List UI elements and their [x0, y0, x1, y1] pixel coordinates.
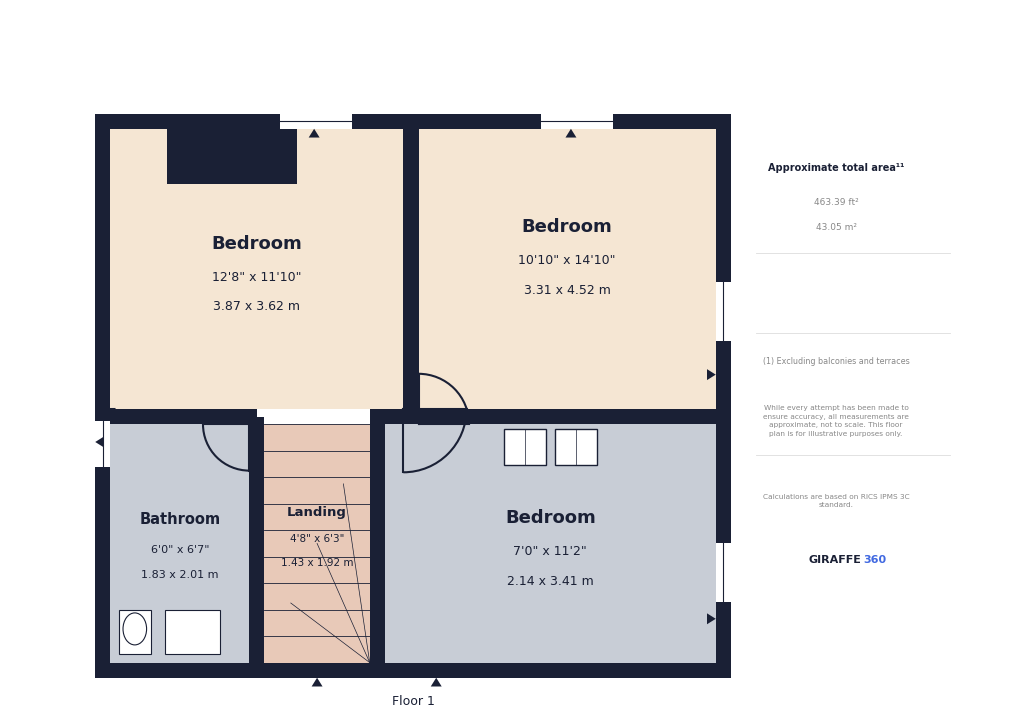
Text: GIRAFFE: GIRAFFE	[809, 555, 861, 565]
Text: 4'8" x 6'3": 4'8" x 6'3"	[290, 534, 344, 544]
Bar	[419, 129, 716, 409]
Text: (1) Excluding balconies and terraces: (1) Excluding balconies and terraces	[763, 358, 909, 366]
Bar	[370, 409, 385, 678]
Text: 3.31 x 4.52 m: 3.31 x 4.52 m	[523, 284, 610, 297]
Text: While every attempt has been made to
ensure accuracy, all measurements are
appro: While every attempt has been made to ens…	[763, 405, 909, 437]
Bar	[281, 114, 352, 129]
Text: 12'8" x 11'10": 12'8" x 11'10"	[212, 271, 302, 284]
Polygon shape	[707, 613, 716, 624]
Text: 2.14 x 3.41 m: 2.14 x 3.41 m	[507, 575, 594, 588]
Bar	[542, 114, 613, 129]
Text: Landing: Landing	[287, 506, 347, 519]
Polygon shape	[95, 437, 104, 447]
Text: Calculations are based on RICS IPMS 3C
standard.: Calculations are based on RICS IPMS 3C s…	[763, 494, 909, 508]
Polygon shape	[311, 678, 323, 686]
Text: Bedroom: Bedroom	[505, 509, 596, 527]
Bar	[95, 421, 111, 467]
Text: 43.05 m²: 43.05 m²	[816, 223, 857, 232]
Polygon shape	[104, 408, 116, 417]
Ellipse shape	[123, 613, 146, 645]
Bar	[555, 429, 597, 465]
Bar	[111, 424, 249, 662]
Polygon shape	[308, 129, 319, 138]
Polygon shape	[244, 416, 255, 424]
Text: 1.43 x 1.92 m: 1.43 x 1.92 m	[281, 557, 353, 568]
Bar	[111, 129, 403, 409]
Bar	[716, 114, 731, 678]
Text: 3.87 x 3.62 m: 3.87 x 3.62 m	[213, 300, 300, 313]
Bar	[95, 114, 111, 678]
Bar	[385, 424, 716, 662]
Polygon shape	[565, 129, 577, 138]
Polygon shape	[431, 678, 441, 686]
Polygon shape	[406, 129, 417, 138]
Bar	[167, 129, 297, 183]
Bar	[95, 662, 731, 678]
Polygon shape	[379, 416, 390, 424]
Bar	[716, 543, 731, 602]
Bar	[716, 282, 731, 341]
Text: Bedroom: Bedroom	[522, 218, 612, 236]
Text: 1.83 x 2.01 m: 1.83 x 2.01 m	[141, 571, 218, 581]
Bar	[403, 129, 419, 424]
Bar	[264, 424, 370, 662]
Bar	[111, 409, 257, 424]
Text: 360: 360	[863, 555, 886, 565]
Bar	[119, 610, 151, 654]
Text: 7'0" x 11'2": 7'0" x 11'2"	[513, 545, 587, 558]
Text: Bedroom: Bedroom	[212, 235, 302, 253]
Bar	[377, 409, 723, 424]
Bar	[95, 114, 731, 129]
Text: 463.39 ft²: 463.39 ft²	[814, 198, 858, 206]
Text: Approximate total area¹¹: Approximate total area¹¹	[768, 164, 904, 173]
Text: 6'0" x 6'7": 6'0" x 6'7"	[151, 545, 209, 555]
Bar	[165, 610, 220, 654]
Text: Bathroom: Bathroom	[139, 513, 220, 527]
Polygon shape	[707, 369, 716, 380]
Bar	[504, 429, 546, 465]
Text: 10'10" x 14'10": 10'10" x 14'10"	[518, 254, 615, 267]
Text: Floor 1: Floor 1	[391, 694, 434, 707]
Bar	[249, 417, 264, 678]
